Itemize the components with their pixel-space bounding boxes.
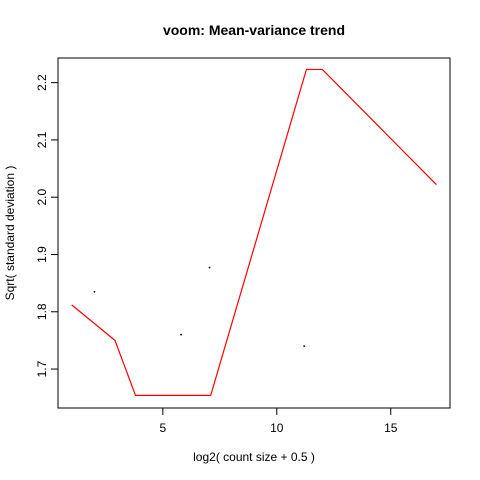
x-tick-label: 15 [384,421,398,435]
y-tick-label: 1.9 [35,246,49,263]
data-points [93,266,306,348]
y-axis: 1.7 1.8 1.9 2.0 2.1 2.2 [35,74,58,377]
y-tick-label: 2.2 [35,74,49,91]
data-point [180,333,182,336]
x-axis: 5 10 15 [159,408,398,435]
trend-line [71,68,437,396]
y-axis-label: Sqrt( standard deviation ) [3,166,17,301]
y-tick-label: 2.1 [35,131,49,148]
x-tick-label: 10 [270,421,284,435]
trend-line-layer [71,68,437,396]
data-point [93,290,96,293]
data-point [208,266,211,269]
y-tick-label: 1.7 [35,360,49,377]
data-point [303,345,306,348]
plot-area-frame [57,57,451,409]
y-tick-label: 1.8 [35,303,49,320]
x-tick-label: 5 [159,421,166,435]
y-tick-label: 2.0 [35,189,49,206]
x-axis-label: log2( count size + 0.5 ) [193,450,315,464]
chart-title: voom: Mean-variance trend [163,22,345,38]
